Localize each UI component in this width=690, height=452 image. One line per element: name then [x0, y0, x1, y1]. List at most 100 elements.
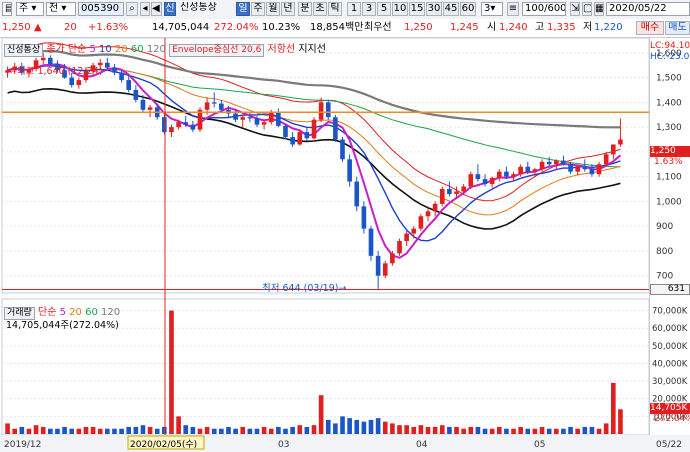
- candle-body: [276, 112, 281, 126]
- count-input[interactable]: 100/600: [522, 2, 566, 16]
- interval-45[interactable]: 45: [443, 2, 459, 16]
- volume-bar: [211, 428, 217, 434]
- envelope-legend[interactable]: Envelope중심선 20,6: [169, 44, 265, 57]
- sell-button[interactable]: 매도: [665, 21, 690, 35]
- candle-body: [197, 109, 203, 130]
- prev-stock-icon[interactable]: ◂: [140, 2, 150, 16]
- vol-ma-120: 120: [101, 307, 121, 318]
- candle-body: [169, 127, 174, 133]
- volume-bar: [304, 426, 310, 434]
- interval-3[interactable]: 3: [362, 2, 376, 16]
- period-day[interactable]: 일: [236, 2, 250, 16]
- stock-code-input[interactable]: 005390: [78, 2, 124, 16]
- date-input[interactable]: 2020/05/22: [606, 2, 690, 16]
- candle-body: [290, 137, 295, 145]
- period-minute[interactable]: 분: [298, 2, 312, 16]
- candle-body: [126, 80, 132, 90]
- candle-body: [76, 80, 82, 86]
- open-label: 시: [487, 22, 497, 33]
- candle-body: [5, 70, 10, 73]
- volume-bar: [69, 428, 75, 434]
- volume-bar: [432, 426, 438, 434]
- candle-body: [454, 191, 459, 194]
- volume-axis-labels: 70,000K 60,000K 50,000K 40,000K 30,000K 20,00…: [652, 307, 688, 423]
- price-tick-label: 1,000: [656, 197, 682, 207]
- interval-input[interactable]: 3▾: [481, 2, 503, 16]
- interval-60[interactable]: 60: [460, 2, 476, 16]
- period-tick[interactable]: 틱: [328, 2, 342, 16]
- priority-ask: 1,250: [404, 22, 433, 33]
- period-year[interactable]: 년: [281, 2, 295, 16]
- cursor-icon[interactable]: ⇲: [570, 2, 580, 16]
- candle-body: [575, 166, 580, 172]
- volume-bar: [5, 423, 10, 434]
- candle-body: [318, 102, 324, 120]
- low-label: 저: [583, 22, 593, 33]
- current-pct-tag: 1.63%: [654, 157, 683, 167]
- x-axis-bar: [0, 435, 690, 452]
- hc-label: HC:-23.0: [650, 52, 690, 62]
- stock-chart[interactable]: 1,6001,5001,4001,3001,2001,1001,00090080…: [0, 37, 690, 452]
- volume-readout: 14,705,044주(272.04%): [6, 320, 119, 331]
- calendar-icon[interactable]: ▦: [594, 2, 604, 16]
- candle-body: [482, 179, 488, 185]
- volume-bar: [140, 425, 146, 434]
- envelope-lower-line: [7, 87, 621, 230]
- fullscreen-icon[interactable]: ▢: [582, 2, 592, 16]
- price-legend-name[interactable]: 신성통상: [4, 44, 44, 57]
- low-annotation: 최저 644 (03/19)→: [262, 283, 347, 294]
- volume-bar: [461, 428, 466, 434]
- period-second[interactable]: 초: [313, 2, 327, 16]
- period-week[interactable]: 주: [251, 2, 265, 16]
- ma-20: 20: [114, 44, 128, 55]
- volume-bar: [333, 423, 338, 434]
- volume-bar: [561, 428, 566, 434]
- candle-body: [247, 117, 253, 119]
- volume-bar: [97, 428, 103, 434]
- interval-1[interactable]: 1: [347, 2, 361, 16]
- turnover-rate: 10.23%: [262, 22, 301, 33]
- filter-select[interactable]: 전 ▾: [46, 2, 76, 16]
- market-select[interactable]: 주 ▾: [16, 2, 44, 16]
- chart-menu-icon[interactable]: ▤: [2, 2, 12, 16]
- candle-body: [219, 103, 224, 110]
- volume-bar: [354, 419, 360, 434]
- volume-bar: [12, 428, 18, 434]
- candle-body: [475, 174, 481, 180]
- list-icon[interactable]: ≡: [507, 2, 519, 16]
- volume-bar: [518, 426, 523, 434]
- ma120-line: [7, 49, 621, 129]
- volume-bar: [297, 425, 303, 434]
- candle-body: [55, 63, 60, 71]
- candle-body: [582, 166, 588, 170]
- candle-body: [204, 102, 210, 110]
- buy-button[interactable]: 매수: [636, 21, 664, 35]
- volume-bar: [48, 428, 53, 434]
- vol-ma-60: 60: [85, 307, 98, 318]
- candle-body: [354, 181, 360, 207]
- volume-bar: [368, 419, 374, 434]
- volume-bar: [19, 426, 25, 434]
- period-month[interactable]: 월: [266, 2, 280, 16]
- search-icon[interactable]: ⌕: [126, 2, 138, 16]
- candle-body: [511, 174, 516, 177]
- interval-10[interactable]: 10: [392, 2, 408, 16]
- left-arrow-icon: ←: [9, 66, 17, 77]
- volume-ratio: 272.04%: [214, 22, 259, 33]
- candle-body: [240, 117, 246, 120]
- volume-bar: [361, 421, 367, 434]
- volume-tick-label: 70,000K: [652, 307, 688, 317]
- candle-body: [504, 171, 509, 177]
- volume-bar: [290, 426, 295, 434]
- candle-body: [40, 57, 46, 61]
- trade-amount: 18,854백만: [310, 22, 364, 33]
- speaker-icon[interactable]: ◀): [151, 2, 162, 16]
- change-percent: +1.63%: [88, 22, 129, 33]
- interval-15[interactable]: 15: [409, 2, 425, 16]
- interval-30[interactable]: 30: [426, 2, 442, 16]
- volume-bar: [154, 428, 160, 434]
- candle-body: [311, 119, 317, 139]
- candle-body: [176, 122, 181, 128]
- volume-bar: [439, 425, 445, 434]
- interval-5[interactable]: 5: [377, 2, 391, 16]
